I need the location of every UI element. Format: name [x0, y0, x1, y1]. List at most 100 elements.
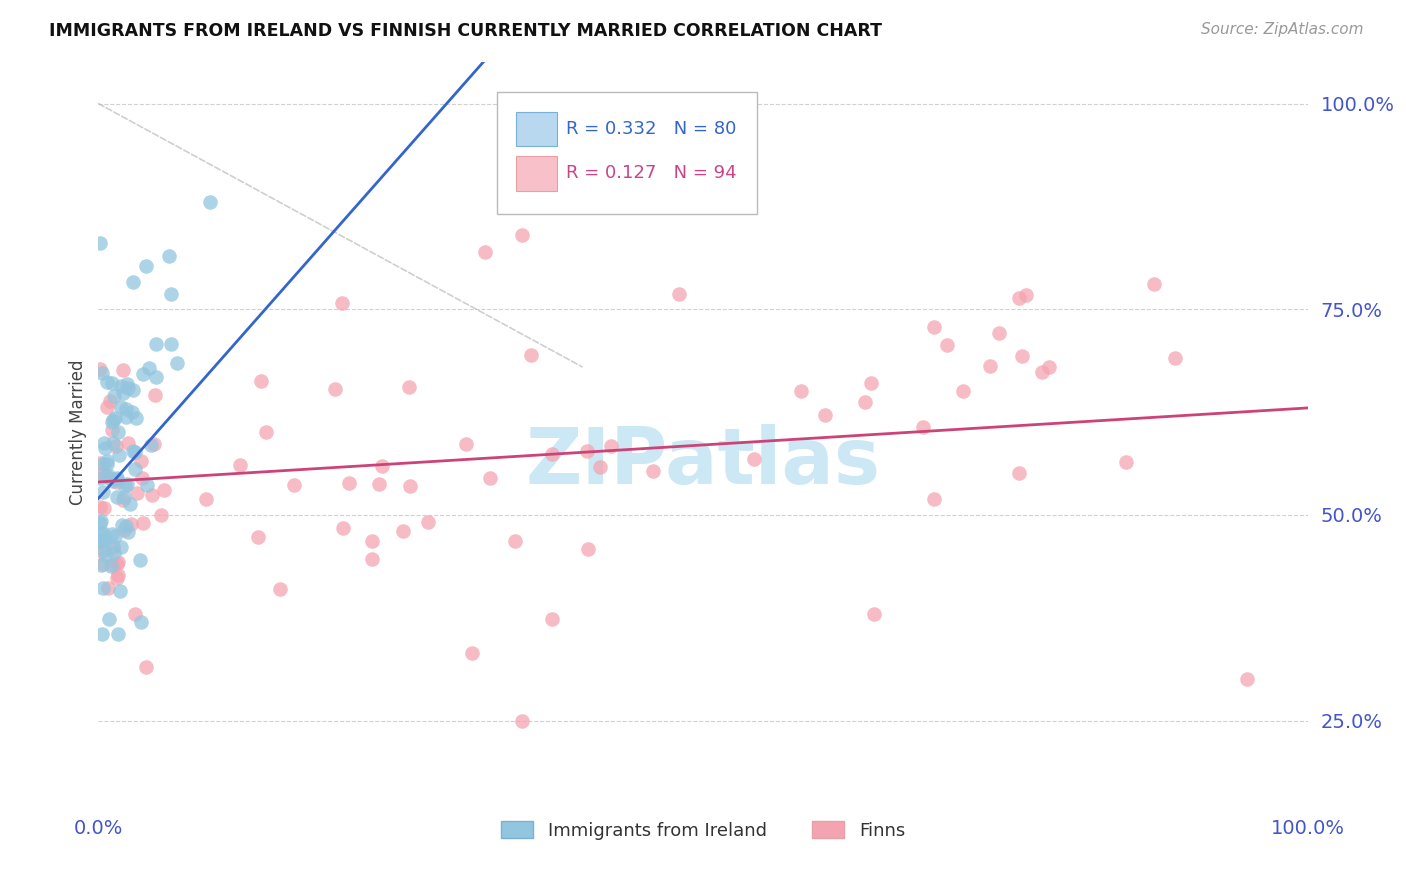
Point	[283, 478, 305, 492]
Point	[105, 490, 128, 504]
Point	[337, 475, 360, 490]
Point	[1008, 291, 1031, 305]
Text: IMMIGRANTS FROM IRELAND VS FINNISH CURRENTLY MARRIED CORRELATION CHART: IMMIGRANTS FROM IRELAND VS FINNISH CURRE…	[49, 22, 882, 40]
Point	[143, 388, 166, 402]
Point	[859, 376, 882, 390]
Point	[107, 567, 129, 582]
Point	[100, 558, 122, 573]
Text: Source: ZipAtlas.com: Source: ZipAtlas.com	[1201, 22, 1364, 37]
Point	[1008, 466, 1031, 480]
Point	[1011, 350, 1033, 364]
Point	[115, 409, 138, 424]
Point	[814, 408, 837, 422]
Point	[988, 326, 1011, 341]
Point	[93, 501, 115, 516]
Point	[94, 468, 117, 483]
Point	[110, 584, 132, 599]
Point	[112, 523, 135, 537]
Point	[90, 544, 112, 558]
Point	[922, 491, 945, 506]
Point	[1115, 455, 1137, 469]
Point	[1236, 673, 1258, 687]
Point	[91, 557, 114, 571]
Point	[361, 534, 384, 549]
Point	[790, 384, 813, 398]
Point	[149, 508, 172, 522]
Point	[111, 518, 134, 533]
Point	[503, 534, 526, 549]
Point	[160, 287, 183, 301]
Point	[110, 379, 132, 393]
Point	[742, 451, 765, 466]
Point	[94, 549, 117, 563]
Point	[93, 543, 115, 558]
Point	[104, 411, 127, 425]
Point	[643, 464, 665, 478]
Point	[141, 488, 163, 502]
Text: R = 0.127   N = 94: R = 0.127 N = 94	[567, 164, 737, 183]
Point	[110, 400, 132, 414]
Point	[121, 383, 143, 397]
Point	[935, 337, 957, 351]
Point	[195, 492, 218, 507]
Text: R = 0.332   N = 80: R = 0.332 N = 80	[567, 120, 737, 138]
Point	[105, 475, 128, 490]
Point	[153, 483, 176, 498]
Point	[269, 582, 291, 596]
Point	[90, 514, 112, 528]
Point	[198, 195, 221, 210]
Point	[117, 381, 139, 395]
Point	[479, 470, 502, 484]
Point	[96, 454, 118, 468]
Point	[112, 490, 135, 504]
Point	[101, 541, 124, 556]
Point	[91, 457, 114, 471]
Point	[416, 515, 439, 529]
Point	[131, 454, 153, 468]
Point	[101, 558, 124, 572]
Point	[90, 558, 112, 572]
Point	[90, 526, 112, 541]
Point	[249, 374, 271, 388]
Point	[853, 395, 876, 409]
Point	[135, 659, 157, 673]
Point	[101, 415, 124, 429]
Point	[91, 467, 114, 481]
Point	[912, 420, 935, 434]
Point	[157, 249, 180, 263]
Point	[107, 555, 129, 569]
Point	[97, 612, 120, 626]
Point	[120, 517, 142, 532]
Point	[398, 478, 420, 492]
Point	[952, 384, 974, 399]
Point	[110, 540, 132, 554]
Point	[101, 423, 124, 437]
Point	[94, 441, 117, 455]
Point	[105, 557, 128, 571]
Y-axis label: Currently Married: Currently Married	[69, 359, 87, 506]
FancyBboxPatch shape	[498, 92, 758, 214]
Point	[97, 581, 120, 595]
Point	[103, 389, 125, 403]
Point	[124, 410, 146, 425]
Point	[89, 236, 111, 251]
Point	[111, 385, 134, 400]
Point	[101, 376, 124, 390]
Point	[103, 539, 125, 553]
Point	[114, 402, 136, 417]
Point	[1163, 351, 1185, 365]
Point	[103, 412, 125, 426]
Point	[510, 228, 533, 243]
Point	[132, 516, 155, 530]
Point	[96, 401, 118, 415]
Point	[112, 492, 135, 507]
Point	[138, 360, 160, 375]
Point	[576, 542, 599, 557]
Point	[129, 615, 152, 629]
Point	[575, 443, 598, 458]
Point	[361, 551, 384, 566]
Point	[101, 526, 124, 541]
Point	[600, 439, 623, 453]
Point	[668, 287, 690, 301]
Point	[89, 362, 111, 376]
